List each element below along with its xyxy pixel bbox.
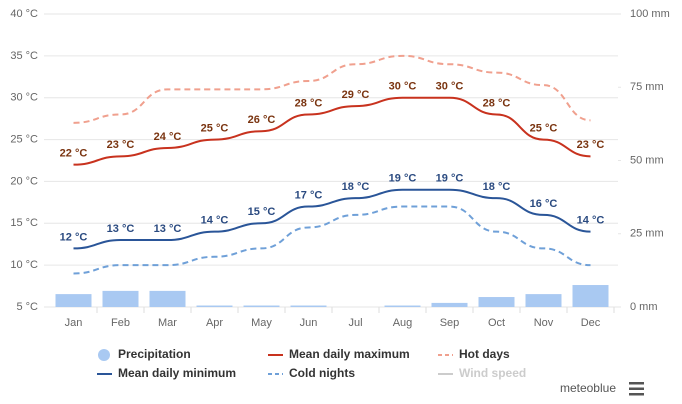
- brand: meteoblue: [560, 381, 616, 395]
- legend-swatch: [98, 349, 110, 361]
- x-tick-label: Jul: [348, 317, 362, 329]
- precipitation-bar: [572, 285, 609, 307]
- data-label: 30 °C: [389, 81, 417, 93]
- data-label: 23 °C: [577, 139, 605, 151]
- x-tick-label: Sep: [440, 317, 460, 329]
- data-label: 23 °C: [107, 139, 135, 151]
- data-label: 19 °C: [389, 173, 417, 185]
- data-label: 16 °C: [530, 198, 558, 210]
- y2-tick-label: 100 mm: [630, 8, 670, 20]
- line: [73, 54, 591, 124]
- x-tick-label: Apr: [206, 317, 223, 329]
- y-tick-label: 5 °C: [16, 301, 38, 313]
- y-tick-label: 15 °C: [10, 217, 38, 229]
- y2-tick-label: 25 mm: [630, 228, 664, 240]
- y2-tick-label: 75 mm: [630, 81, 664, 93]
- precipitation-bar: [290, 305, 327, 307]
- data-label: 22 °C: [60, 148, 88, 160]
- precipitation-bar: [384, 305, 421, 307]
- x-tick-label: May: [251, 317, 272, 329]
- x-tick-label: Mar: [158, 317, 177, 329]
- x-tick-label: Feb: [111, 317, 130, 329]
- precipitation-bar: [431, 302, 468, 307]
- data-label: 14 °C: [201, 215, 229, 227]
- data-label: 30 °C: [436, 81, 464, 93]
- data-label: 19 °C: [436, 173, 464, 185]
- y-tick-label: 35 °C: [10, 50, 38, 62]
- legend-label: Hot days: [459, 347, 510, 361]
- menu-icon[interactable]: [629, 382, 644, 396]
- data-label: 29 °C: [342, 89, 370, 101]
- menu-bar: [629, 382, 644, 385]
- data-label: 25 °C: [201, 122, 229, 134]
- data-label: 13 °C: [107, 223, 135, 235]
- legend-label: Mean daily maximum: [289, 347, 410, 361]
- y-tick-label: 40 °C: [10, 8, 38, 20]
- y-tick-label: 30 °C: [10, 92, 38, 104]
- data-label: 14 °C: [577, 215, 605, 227]
- legend-label: Mean daily minimum: [118, 366, 236, 380]
- x-tick-label: Dec: [581, 317, 601, 329]
- legend-label: Cold nights: [289, 366, 355, 380]
- data-label: 17 °C: [295, 189, 323, 201]
- x-tick-label: Nov: [534, 317, 554, 329]
- data-label: 28 °C: [295, 97, 323, 109]
- precipitation-bar: [102, 290, 139, 307]
- menu-bar: [629, 393, 644, 396]
- data-label: 18 °C: [483, 181, 511, 193]
- precipitation-bar: [149, 290, 186, 307]
- data-label: 25 °C: [530, 122, 558, 134]
- menu-bar: [629, 387, 644, 390]
- precipitation-bar: [55, 294, 92, 307]
- data-label: 26 °C: [248, 114, 276, 126]
- data-label: 12 °C: [60, 231, 88, 243]
- data-label: 28 °C: [483, 97, 511, 109]
- data-label: 15 °C: [248, 206, 276, 218]
- line: [73, 205, 591, 275]
- y2-tick-label: 50 mm: [630, 154, 664, 166]
- x-tick-label: Aug: [393, 317, 413, 329]
- precipitation-bar: [525, 294, 562, 307]
- x-tick-label: Jan: [65, 317, 83, 329]
- line: [73, 188, 591, 250]
- y-tick-label: 25 °C: [10, 133, 38, 145]
- precipitation-bar: [478, 297, 515, 307]
- line: [73, 96, 591, 166]
- legend-label: Wind speed: [459, 366, 526, 380]
- x-tick-label: Jun: [300, 317, 318, 329]
- precipitation-bar: [196, 305, 233, 307]
- data-label: 24 °C: [154, 131, 182, 143]
- legend-label: Precipitation: [118, 347, 191, 361]
- y-tick-label: 10 °C: [10, 259, 38, 271]
- x-tick-label: Oct: [488, 317, 505, 329]
- precipitation-bar: [243, 305, 280, 307]
- data-label: 13 °C: [154, 223, 182, 235]
- y-tick-label: 20 °C: [10, 175, 38, 187]
- data-label: 18 °C: [342, 181, 370, 193]
- y2-tick-label: 0 mm: [630, 301, 658, 313]
